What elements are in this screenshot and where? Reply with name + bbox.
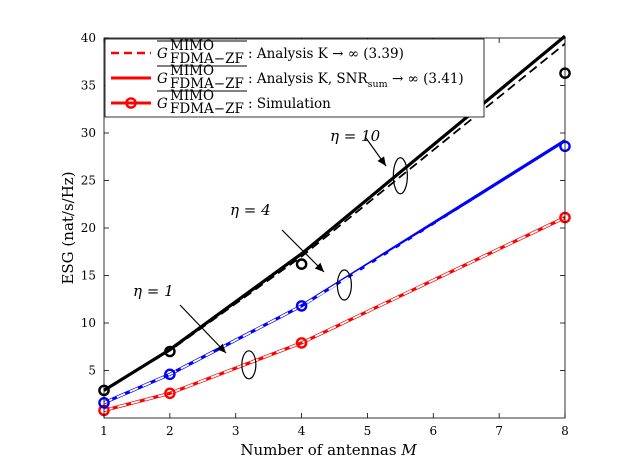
annotation-ellipse	[241, 350, 257, 380]
y-tick-label: 30	[81, 126, 96, 140]
legend-label-sup: MIMO	[170, 63, 214, 79]
y-tick-label: 10	[81, 316, 96, 330]
axes: 1 2 3 4 5 6 7 8 5 10 15 20 25 30 35 40 Number of antenna…	[59, 31, 569, 459]
y-tick-label: 40	[81, 31, 96, 45]
x-tick-label: 3	[232, 424, 240, 438]
marker-eta10-m2	[164, 345, 176, 358]
series-line-eta10-solid	[103, 34, 567, 392]
y-tick-label: 35	[81, 79, 96, 93]
legend-label-main: G	[157, 96, 168, 112]
legend-label-sup: MIMO	[170, 88, 214, 104]
legend-label-rest: : Simulation	[248, 96, 331, 112]
marker-eta10-m4	[295, 258, 308, 270]
x-tick-label: 6	[429, 424, 437, 438]
series-line-eta10-dashed	[103, 42, 566, 392]
annotation-arrow-line	[281, 229, 325, 273]
legend-box	[104, 38, 485, 118]
marker-eta1-m4	[295, 337, 308, 349]
legend-label-sub: FDMA−ZF	[170, 101, 244, 117]
plot-area	[98, 34, 571, 417]
series-line-eta4-dashed	[103, 144, 566, 404]
annotation-arrow-line	[179, 304, 227, 354]
legend-swatch-marker	[125, 97, 137, 109]
y-tick-label: 15	[81, 269, 96, 283]
y-tick-label: 5	[88, 364, 96, 378]
annotation-ellipse	[392, 157, 408, 195]
x-tick-label: 2	[166, 424, 174, 438]
legend-label-rest: : Analysis K → ∞ (3.39)	[248, 46, 404, 62]
legend-label-sup: MIMO	[170, 38, 214, 54]
legend-label-main: G	[157, 71, 168, 87]
annotation-arrow-head	[314, 262, 324, 272]
marker-eta4-m4	[295, 300, 308, 312]
x-tick-label: 7	[495, 424, 503, 438]
annotation-label: η = 1	[133, 282, 174, 300]
annotation-arrow-head	[216, 343, 226, 353]
series-line-eta1-dashed	[103, 216, 566, 412]
y-tick-label: 20	[81, 221, 96, 235]
x-tick-label: 1	[100, 424, 108, 438]
y-tick-label: 25	[81, 174, 96, 188]
annotation-label: η = 4	[230, 201, 271, 219]
legend-label-sub: FDMA−ZF	[170, 76, 244, 92]
annotation-arrow-head	[377, 156, 386, 166]
annotations: η = 1 η = 4 η = 10	[133, 127, 408, 380]
legend-label-rest: : Analysis K, SNRsum → ∞ (3.41)	[248, 71, 464, 90]
y-axis-label: ESG (nat/s/Hz)	[59, 171, 77, 284]
x-tick-label: 5	[364, 424, 372, 438]
annotation-label: η = 10	[330, 127, 381, 145]
legend-label-sub: FDMA−ZF	[170, 51, 244, 67]
x-axis-label: Number of antennas M	[240, 441, 417, 459]
annotation-ellipse	[336, 269, 352, 301]
x-tick-label: 4	[298, 424, 306, 438]
marker-eta4-m2	[164, 368, 176, 381]
x-tick-label: 8	[561, 424, 569, 438]
legend-label-main: G	[157, 46, 168, 62]
marker-eta1-m2	[164, 387, 176, 400]
